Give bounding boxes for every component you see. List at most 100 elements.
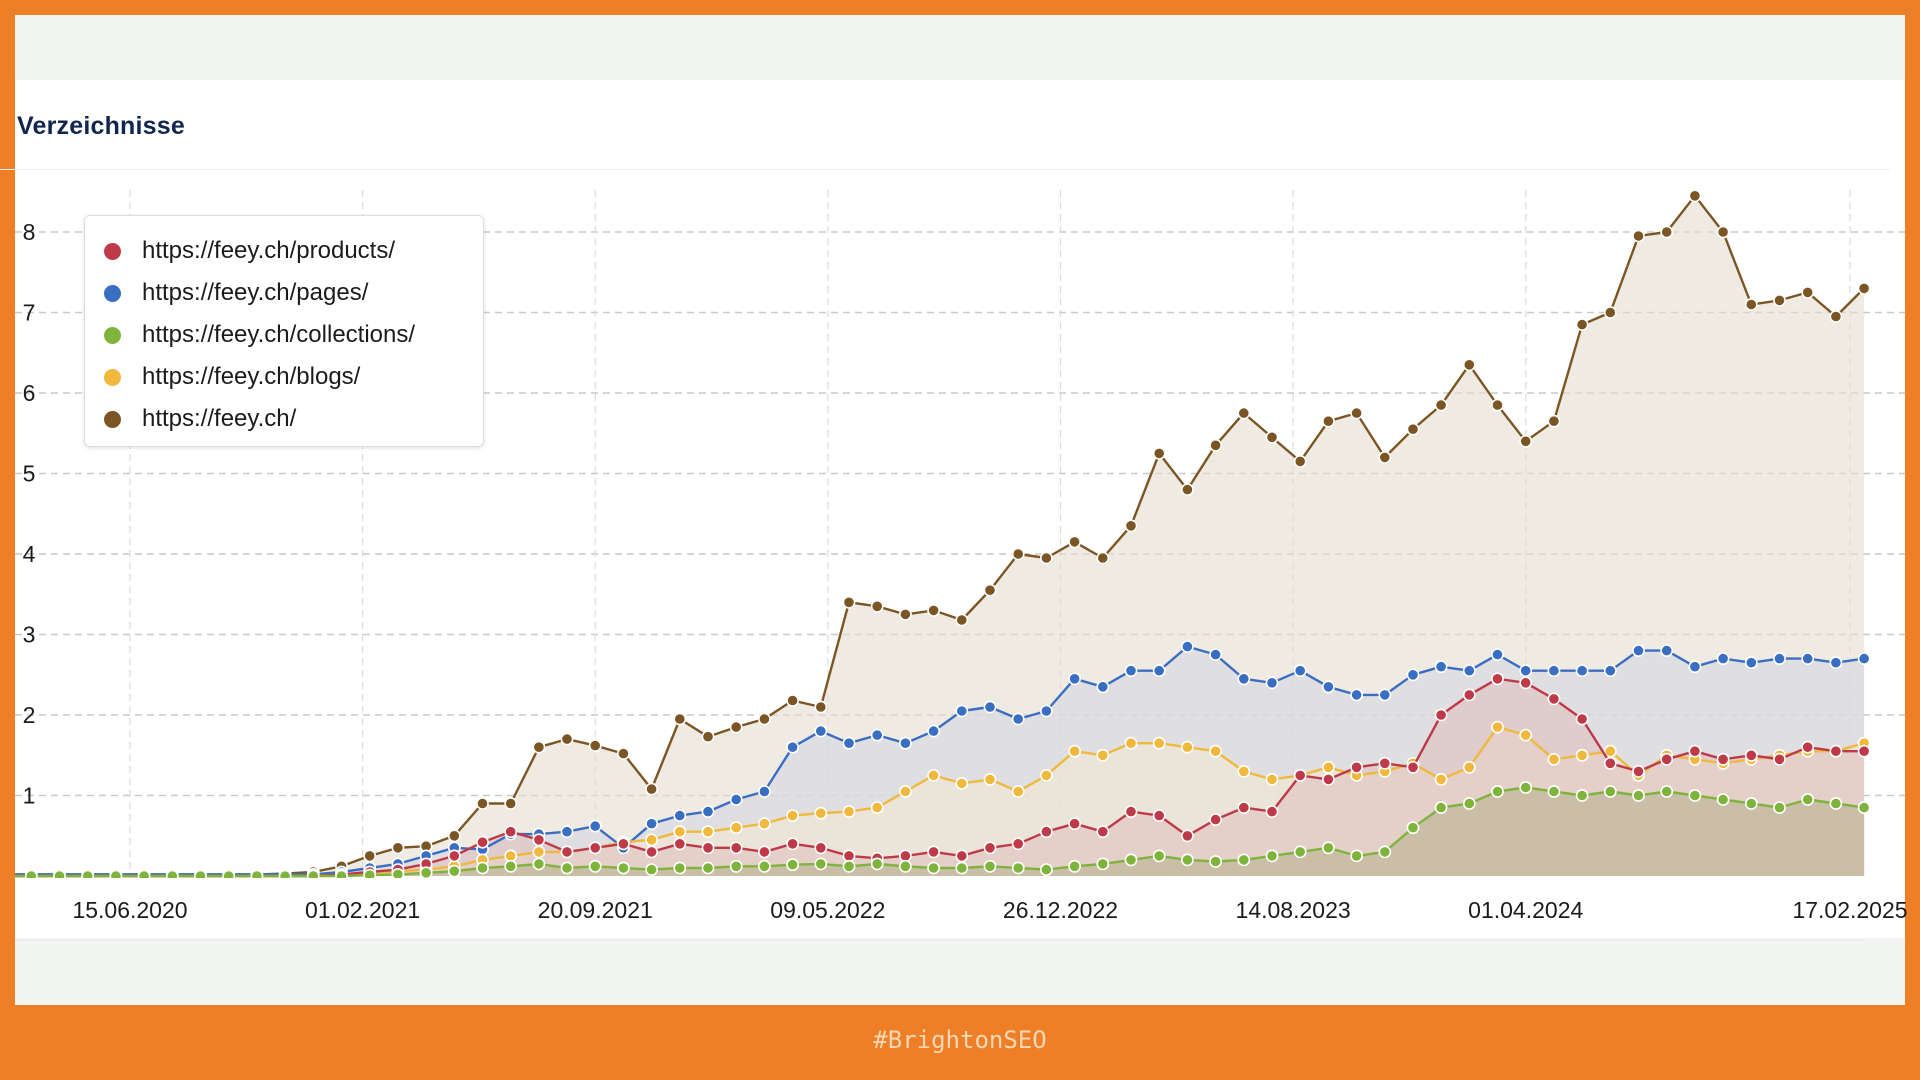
data-point (842, 736, 856, 750)
legend-marker-icon (104, 326, 121, 344)
data-point (1434, 773, 1448, 786)
data-point (250, 869, 264, 878)
data-point (363, 868, 377, 878)
data-point (673, 837, 687, 851)
data-point (1068, 744, 1081, 758)
data-point (1660, 752, 1674, 766)
data-point (1632, 229, 1645, 243)
data-point (1011, 547, 1025, 561)
data-point (165, 869, 179, 878)
chart-title: Verzeichnisse (17, 112, 185, 140)
footer-hashtag: #BrightonSEO (873, 1026, 1047, 1054)
data-point (1688, 744, 1702, 758)
data-point (335, 869, 348, 878)
data-point (1378, 450, 1392, 464)
data-point (927, 724, 940, 738)
data-point (81, 869, 95, 878)
y-tick-label: 4 (23, 541, 36, 567)
data-point (1181, 740, 1194, 754)
x-tick-label: 09.05.2022 (770, 897, 885, 923)
data-point (1209, 648, 1222, 661)
data-point (1491, 720, 1504, 734)
data-point (983, 773, 997, 786)
data-point (1857, 281, 1871, 295)
legend-item[interactable]: https://feey.ch/collections/ (85, 314, 483, 356)
data-point (363, 849, 377, 863)
data-point (983, 841, 997, 855)
chart-legend: https://feey.ch/products/https://feey.ch… (84, 215, 484, 447)
data-point (1209, 813, 1222, 826)
data-point (1857, 801, 1871, 814)
data-point (1603, 756, 1617, 770)
data-point (1181, 853, 1194, 867)
series (0, 781, 1871, 881)
legend-item[interactable]: https://feey.ch/products/ (85, 230, 483, 272)
data-point (560, 845, 574, 859)
x-tick-label: 15.06.2020 (72, 897, 187, 923)
data-point (1152, 809, 1166, 822)
data-point (1434, 708, 1448, 722)
data-point (1688, 660, 1702, 674)
data-point (532, 845, 546, 859)
data-point (1744, 748, 1758, 762)
data-point (870, 728, 884, 742)
data-point (1434, 398, 1448, 412)
legend-item[interactable]: https://feey.ch/ (85, 398, 483, 440)
data-point (1265, 430, 1279, 444)
legend-label: https://feey.ch/pages/ (142, 279, 369, 306)
data-point (0, 870, 9, 881)
data-point (1293, 454, 1307, 468)
data-point (1124, 805, 1138, 818)
legend-item[interactable]: https://feey.ch/pages/ (85, 272, 483, 314)
data-point (1829, 797, 1843, 810)
data-point (927, 861, 940, 875)
data-point (1462, 688, 1476, 702)
data-point (504, 849, 518, 863)
data-point (476, 797, 489, 810)
data-point (1152, 446, 1166, 460)
line-area-chart: 1 2 3 4 5 6 7 8 15.06.2020 01.02.2021 20.09.2021 09… (0, 189, 1908, 941)
data-point (1265, 849, 1279, 863)
data-point (1462, 664, 1476, 678)
data-point (1152, 664, 1166, 678)
data-point (1491, 785, 1504, 798)
data-point (1603, 664, 1617, 678)
data-point (955, 777, 969, 790)
data-point (560, 825, 574, 839)
y-tick-label: 6 (23, 380, 36, 406)
data-point (1801, 652, 1815, 665)
data-point (1773, 752, 1786, 766)
data-point (504, 797, 518, 810)
legend-item[interactable]: https://feey.ch/blogs/ (85, 356, 483, 398)
data-point (955, 613, 969, 627)
data-point (1011, 861, 1025, 875)
series-area (15, 678, 1865, 876)
data-point (1265, 676, 1279, 690)
data-point (1716, 793, 1730, 806)
data-point (701, 861, 715, 875)
data-point (0, 870, 9, 881)
data-point (645, 782, 658, 796)
data-point (194, 869, 207, 878)
data-point (137, 869, 151, 878)
legend-marker-icon (104, 242, 121, 260)
data-point (758, 712, 771, 726)
data-point (899, 859, 912, 873)
data-point (1547, 785, 1561, 798)
data-point (758, 845, 771, 859)
data-point (673, 712, 687, 726)
data-point (1547, 692, 1561, 706)
data-point (1547, 752, 1561, 766)
data-point (814, 841, 828, 855)
data-point (645, 833, 658, 847)
data-point (1744, 298, 1758, 311)
data-point (1575, 318, 1589, 331)
data-point (927, 604, 940, 617)
data-point (588, 841, 602, 855)
data-point (673, 809, 687, 822)
data-point (504, 859, 518, 873)
data-point (1096, 857, 1110, 871)
data-point (1209, 855, 1222, 868)
data-point (1829, 744, 1843, 758)
data-point (1773, 801, 1786, 814)
